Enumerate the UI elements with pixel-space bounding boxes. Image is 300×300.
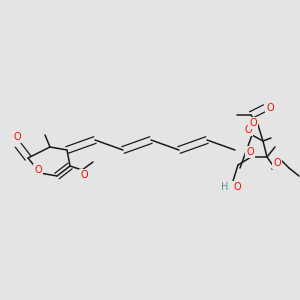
Text: O: O bbox=[266, 103, 274, 113]
Text: O: O bbox=[34, 165, 42, 175]
Text: O: O bbox=[244, 125, 252, 135]
Text: O: O bbox=[273, 158, 281, 168]
Text: O: O bbox=[80, 170, 88, 180]
Text: O: O bbox=[233, 182, 241, 192]
Text: O: O bbox=[249, 118, 257, 128]
Text: O: O bbox=[246, 147, 254, 157]
Text: H: H bbox=[221, 182, 229, 192]
Text: O: O bbox=[13, 132, 21, 142]
